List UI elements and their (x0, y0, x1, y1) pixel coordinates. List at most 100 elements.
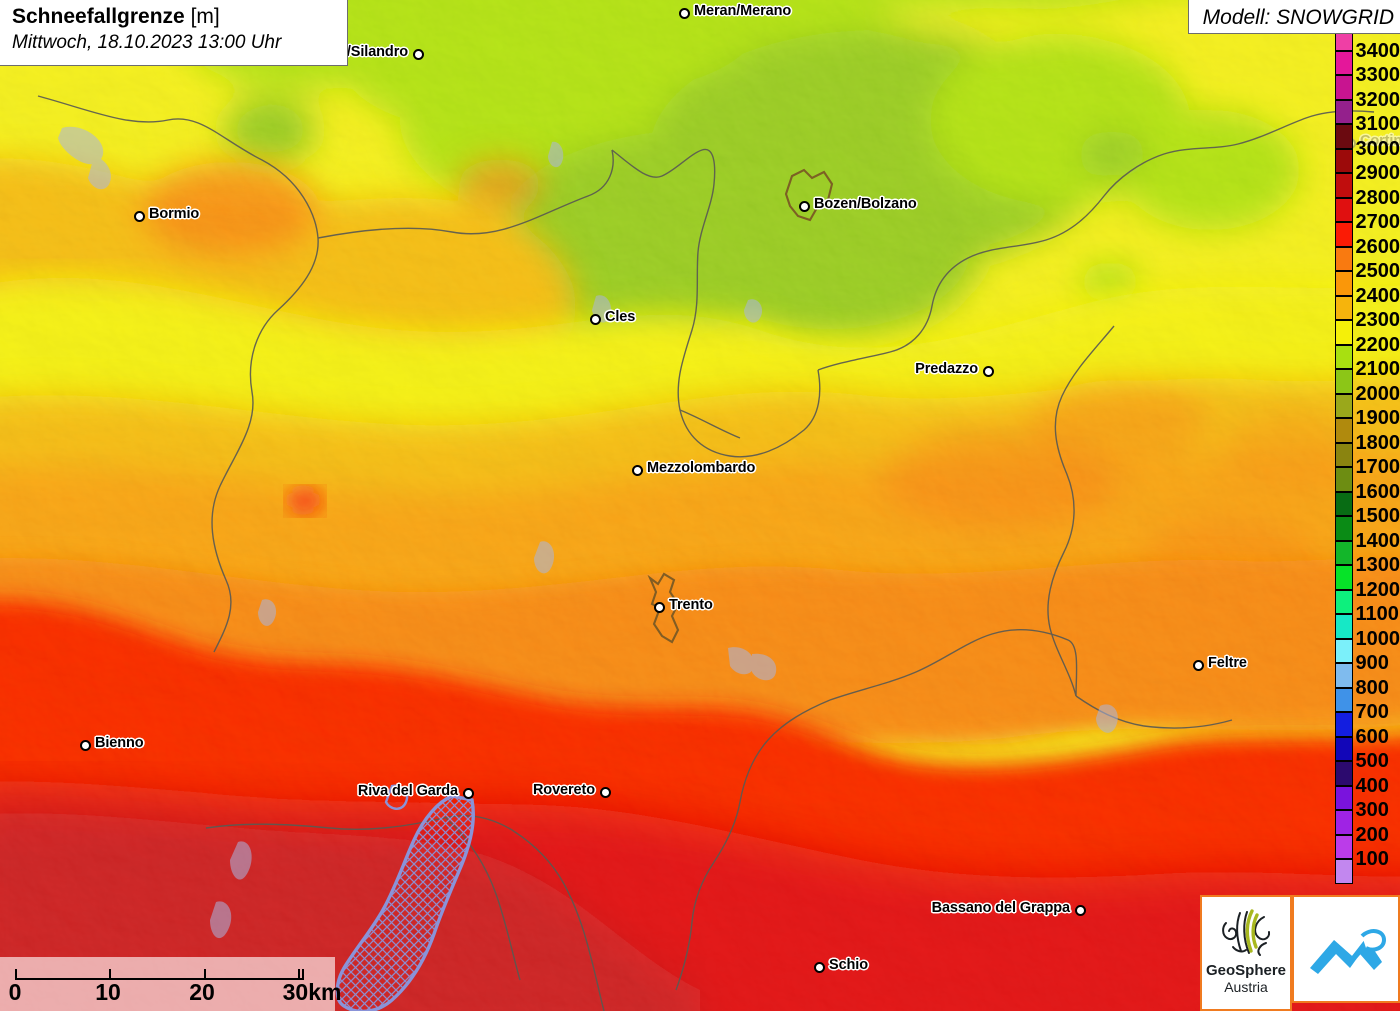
bergfex-logo[interactable] (1292, 895, 1400, 1003)
scale-bar-rule (15, 969, 304, 980)
mountain-icon (1310, 929, 1386, 974)
legend-row[interactable]: 2800 (1331, 188, 1400, 222)
legend-row[interactable]: 200 (1331, 825, 1400, 859)
model-box: Modell: SNOWGRID (1187, 0, 1400, 34)
legend-row[interactable]: 300 (1331, 800, 1400, 835)
legend-row[interactable]: 1300 (1331, 555, 1400, 590)
legend-value: 2100 (1355, 358, 1400, 381)
scale-label: 30km (282, 979, 342, 1005)
legend-swatch (1334, 148, 1353, 173)
legend-row[interactable]: 1500 (1331, 506, 1400, 541)
city-dot-icon (599, 786, 611, 798)
legend-value: 3400 (1355, 39, 1400, 62)
city-dot-icon (79, 739, 91, 751)
legend-row[interactable]: 2200 (1331, 335, 1400, 369)
legend-row[interactable]: 3100 (1331, 114, 1400, 149)
legend-row[interactable]: 400 (1331, 776, 1400, 810)
city-dot-icon (412, 48, 424, 60)
legend-row[interactable]: 1000 (1331, 629, 1400, 663)
legend-swatch (1334, 418, 1353, 443)
legend-row[interactable]: 1600 (1331, 482, 1400, 516)
legend-value: 3000 (1355, 137, 1400, 160)
city-dot-icon (133, 210, 145, 222)
city-dot-icon (982, 365, 994, 377)
legend-swatch (1334, 638, 1353, 663)
legend-row[interactable]: 1100 (1331, 604, 1400, 639)
legend-swatch (1334, 516, 1353, 541)
legend-swatch (1334, 442, 1353, 467)
legend-swatch (1334, 369, 1353, 394)
legend-value: 2400 (1355, 284, 1400, 307)
city-dot-icon (589, 313, 601, 325)
legend-swatch (1334, 834, 1353, 859)
legend-swatch (1334, 124, 1353, 149)
legend-swatch (1334, 614, 1353, 639)
legend-swatch (1334, 320, 1353, 345)
legend-value: 1700 (1355, 456, 1400, 479)
legend-value: 700 (1355, 701, 1389, 724)
city-label: Meran/Merano (694, 3, 792, 19)
legend-value: 1900 (1355, 407, 1400, 430)
legend-row[interactable]: 3300 (1331, 65, 1400, 100)
scale-bar: 0 10 20 30km (0, 957, 341, 1011)
legend-row[interactable]: 2600 (1331, 237, 1400, 271)
legend-swatch (1334, 75, 1353, 100)
legend-row[interactable]: 2500 (1331, 261, 1400, 296)
legend-row[interactable]: 100 (1331, 849, 1400, 884)
legend-swatch (1334, 761, 1353, 786)
legend-row[interactable]: 2900 (1331, 163, 1400, 198)
legend-row[interactable]: 1700 (1331, 457, 1400, 492)
legend-swatch (1334, 246, 1353, 271)
city-label: Cles (605, 309, 636, 325)
legend-colorbar[interactable]: 3500340033003200310030002900280027002600… (1331, 16, 1400, 884)
legend-swatch (1334, 736, 1353, 761)
legend-row[interactable]: 1200 (1331, 580, 1400, 614)
legend-row[interactable]: 3000 (1331, 139, 1400, 173)
legend-row[interactable]: 3200 (1331, 90, 1400, 124)
scale-label: 0 (8, 979, 22, 1005)
legend-value: 3300 (1355, 64, 1400, 87)
legend-row[interactable]: 1400 (1331, 531, 1400, 565)
city-dot-icon (462, 787, 474, 799)
legend-row[interactable]: 2000 (1331, 384, 1400, 418)
legend-row[interactable]: 1800 (1331, 433, 1400, 467)
legend-row[interactable]: 500 (1331, 751, 1400, 786)
scale-tick-30 (298, 969, 300, 978)
legend-swatch (1334, 491, 1353, 516)
geosphere-logo[interactable]: GeoSphere Austria (1200, 895, 1292, 1011)
legend-row[interactable]: 800 (1331, 678, 1400, 712)
legend-row[interactable]: 2300 (1331, 310, 1400, 345)
legend-swatch (1334, 540, 1353, 565)
city-label: Bozen/Bolzano (814, 196, 917, 212)
legend-row[interactable]: 2400 (1331, 286, 1400, 320)
legend-swatch (1334, 222, 1353, 247)
legend-row[interactable]: 2100 (1331, 359, 1400, 394)
legend-value: 900 (1355, 652, 1389, 675)
legend-value: 400 (1355, 774, 1389, 797)
legend-swatch (1334, 859, 1353, 884)
legend-value: 800 (1355, 676, 1389, 699)
city-dot-icon (1074, 904, 1086, 916)
legend-row[interactable]: 600 (1331, 727, 1400, 761)
legend-value: 1300 (1355, 554, 1400, 577)
legend-value: 2000 (1355, 382, 1400, 405)
legend-row[interactable]: 2700 (1331, 212, 1400, 247)
city-dot-icon (813, 961, 825, 973)
legend-row[interactable]: 1900 (1331, 408, 1400, 443)
legend-swatch (1334, 712, 1353, 737)
legend-row[interactable]: 700 (1331, 702, 1400, 737)
city-label: Trento (669, 597, 713, 613)
legend-swatch (1334, 565, 1353, 590)
city-dot-icon (653, 601, 665, 613)
logo-strip: GeoSphere Austria (1200, 895, 1400, 1011)
scale-tick-10 (109, 969, 111, 978)
legend-row[interactable]: 900 (1331, 653, 1400, 688)
scale-tick-20 (204, 969, 206, 978)
geosphere-mark-icon (1222, 909, 1271, 956)
city-label: s/Silandro (338, 44, 408, 60)
city-dot-icon (798, 200, 810, 212)
title-unit: [m] (190, 5, 220, 28)
legend-row[interactable]: 3400 (1331, 41, 1400, 75)
